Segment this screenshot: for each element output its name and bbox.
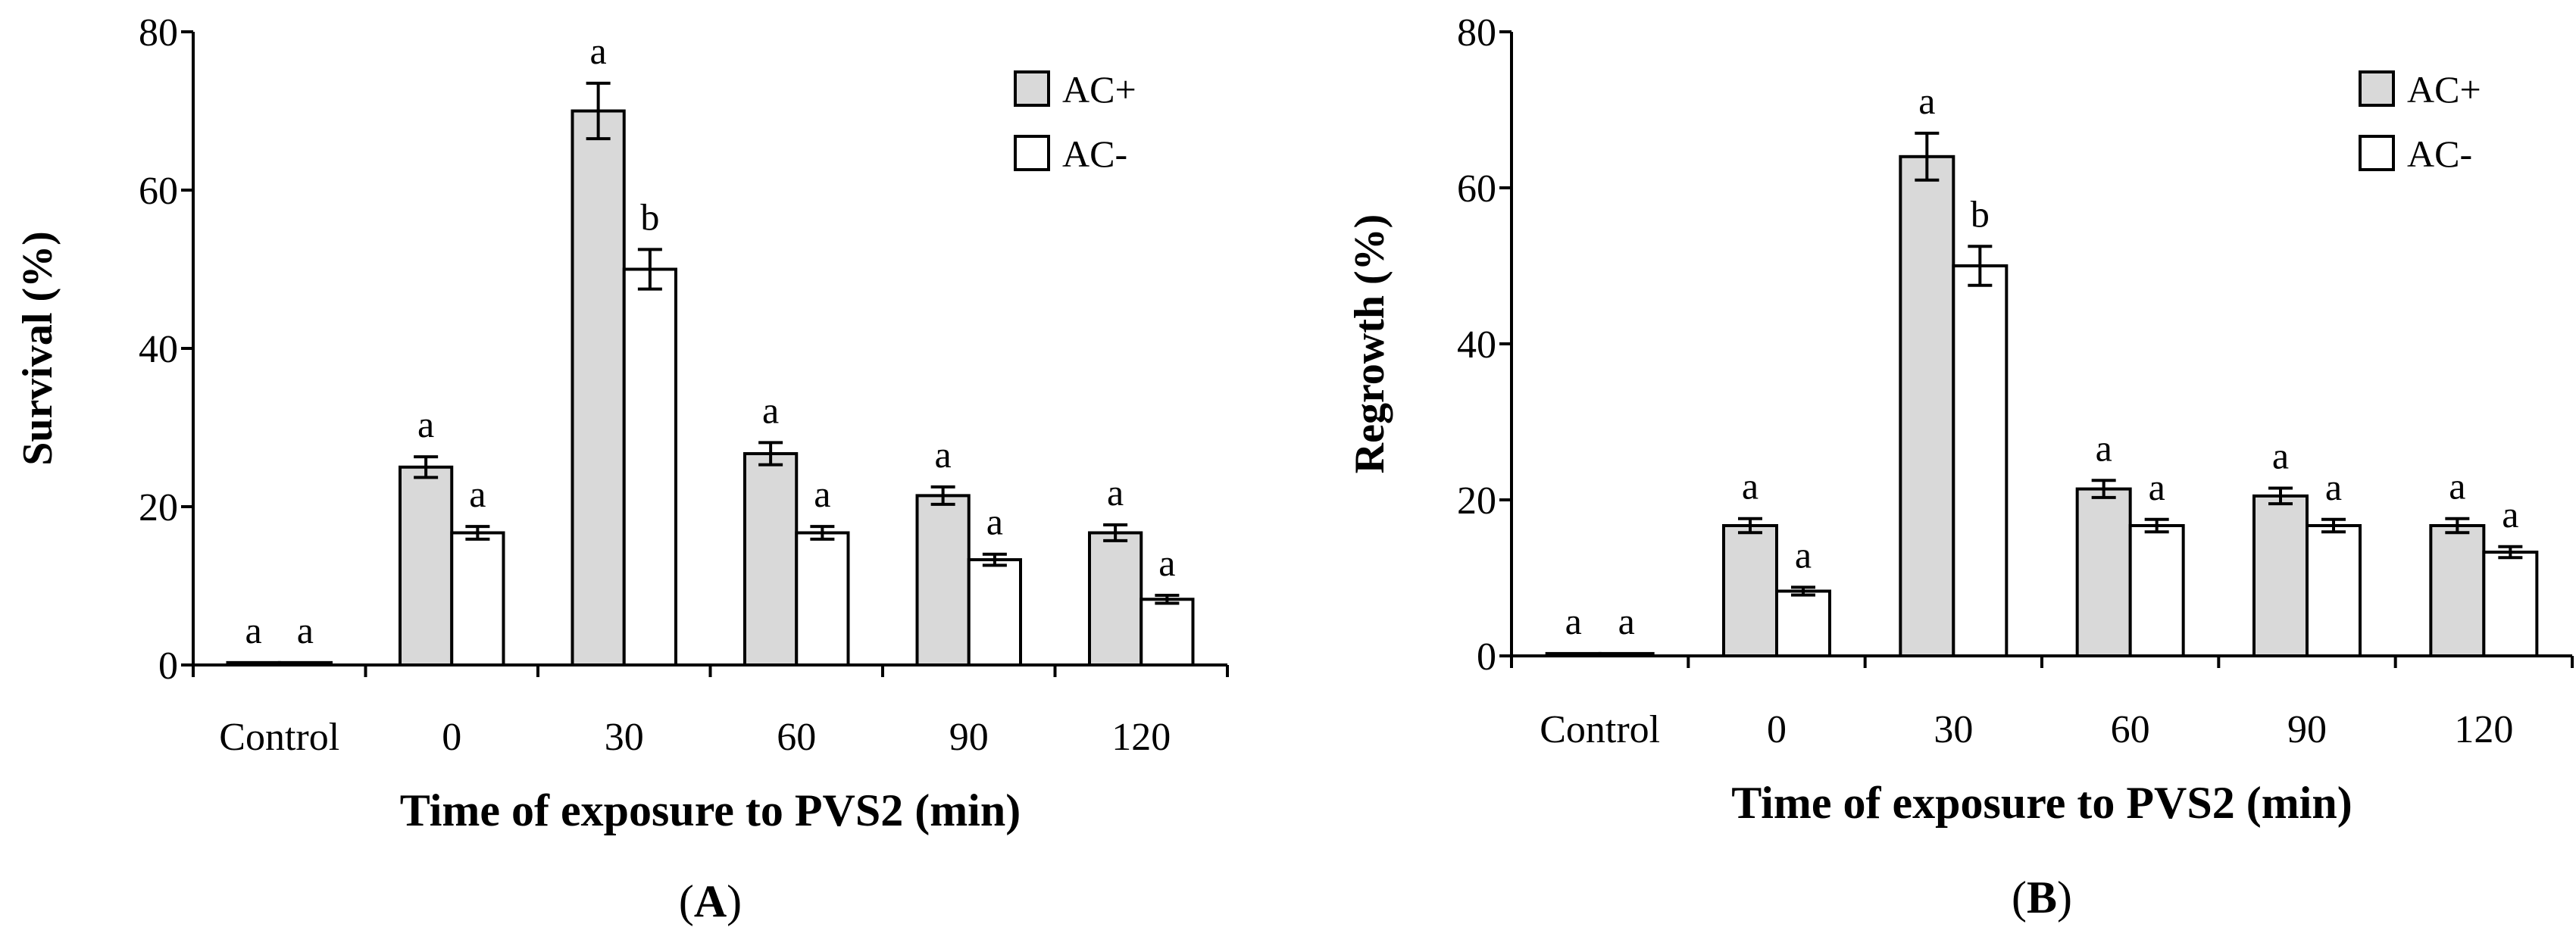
significance-letter: a [762,389,779,431]
significance-letter: a [297,609,314,651]
bar-acminus [795,531,850,666]
bar-acplus [571,109,626,666]
panel-label-open: ( [679,876,694,926]
x-tick-label: 30 [605,716,644,759]
significance-letter: a [1565,600,1582,642]
bar-acplus [1722,523,1778,657]
bar-acplus [1899,155,1955,658]
significance-letter: a [2502,493,2518,535]
bar-acplus [1088,531,1143,666]
significance-letter: a [1742,465,1758,507]
significance-letter: b [640,195,659,238]
significance-letter: a [2272,435,2289,477]
x-tick-label: 30 [1934,708,1973,751]
legend-swatch [2359,135,2395,171]
significance-letter: a [1107,471,1124,514]
bar-acplus [226,660,281,666]
y-tick-label: 20 [139,486,178,529]
x-tick-label: 0 [1767,708,1787,751]
y-tick-label: 0 [158,645,178,688]
significance-letter: a [2096,426,2112,469]
significance-letter: a [469,473,486,515]
legend-swatch [1014,70,1050,107]
x-tick-label: 60 [2111,708,2150,751]
x-tick-label: 120 [1111,716,1171,759]
significance-letter: a [245,609,262,651]
y-tick-label: 40 [139,328,178,371]
y-tick-label: 60 [139,170,178,213]
y-tick-label: 80 [1457,11,1496,55]
bar-acplus [399,465,454,666]
y-axis-title: Survival (%) [14,231,61,466]
x-axis-title: Time of exposure to PVS2 (min) [400,785,1021,835]
panel-label-close: ) [727,876,742,926]
bar-acplus [2075,487,2132,658]
bar-acminus [1140,598,1195,667]
significance-letter: a [2449,465,2465,507]
bar-acminus [1598,651,1655,657]
panel-label-open: ( [2012,873,2027,922]
x-tick-label: 90 [2287,708,2327,751]
y-tick-label: 0 [1477,635,1496,679]
panel-label: (B) [2012,873,2072,922]
x-tick-label: 60 [777,716,816,759]
x-tick-label: 90 [949,716,989,759]
bar-acplus [915,494,971,666]
legend-label: AC+ [1062,68,1136,111]
panel-label-letter: A [694,876,727,926]
panel-label-close: ) [2057,873,2072,922]
significance-letter: a [935,433,952,476]
significance-letter: a [814,473,830,515]
legend-swatch [1014,135,1050,171]
significance-letter: a [1918,80,1935,122]
significance-letter: a [1618,600,1635,642]
significance-letter: a [2149,466,2165,508]
bar-acminus [2306,523,2362,657]
y-axis-title: Regrowth (%) [1346,214,1393,474]
bar-acplus [2252,494,2309,657]
bar-acminus [277,660,333,666]
y-tick-label: 20 [1457,479,1496,523]
legend-label: AC- [2407,133,2472,175]
legend-label: AC- [1062,133,1127,175]
bar-acminus [622,267,677,666]
x-tick-label: 0 [442,716,461,759]
y-tick-label: 40 [1457,323,1496,367]
panel-label: (A) [679,876,742,926]
x-axis-title: Time of exposure to PVS2 (min) [1731,778,2352,828]
x-tick-label: Control [219,716,339,759]
y-tick-label: 80 [139,11,178,55]
bar-acminus [2128,523,2185,657]
bar-acminus [450,531,505,666]
bar-acminus [967,558,1022,667]
significance-letter: a [1158,542,1175,584]
y-tick-label: 60 [1457,167,1496,211]
panel-label-letter: B [2027,873,2057,922]
significance-letter: b [1971,192,1990,235]
significance-letter: a [590,30,607,72]
bar-acplus [1545,651,1602,657]
significance-letter: a [417,403,434,445]
bar-acplus [2429,523,2486,657]
bar-acplus [743,451,799,666]
legend-swatch [2359,70,2395,107]
bar-acminus [1775,589,1831,658]
significance-letter: a [1795,533,1812,576]
x-tick-label: 120 [2454,708,2513,751]
significance-letter: a [986,501,1003,543]
significance-letter: a [2325,466,2342,508]
bar-acminus [1952,264,2009,657]
x-tick-label: Control [1540,708,1660,751]
legend-label: AC+ [2407,68,2481,111]
bar-acminus [2482,551,2539,658]
